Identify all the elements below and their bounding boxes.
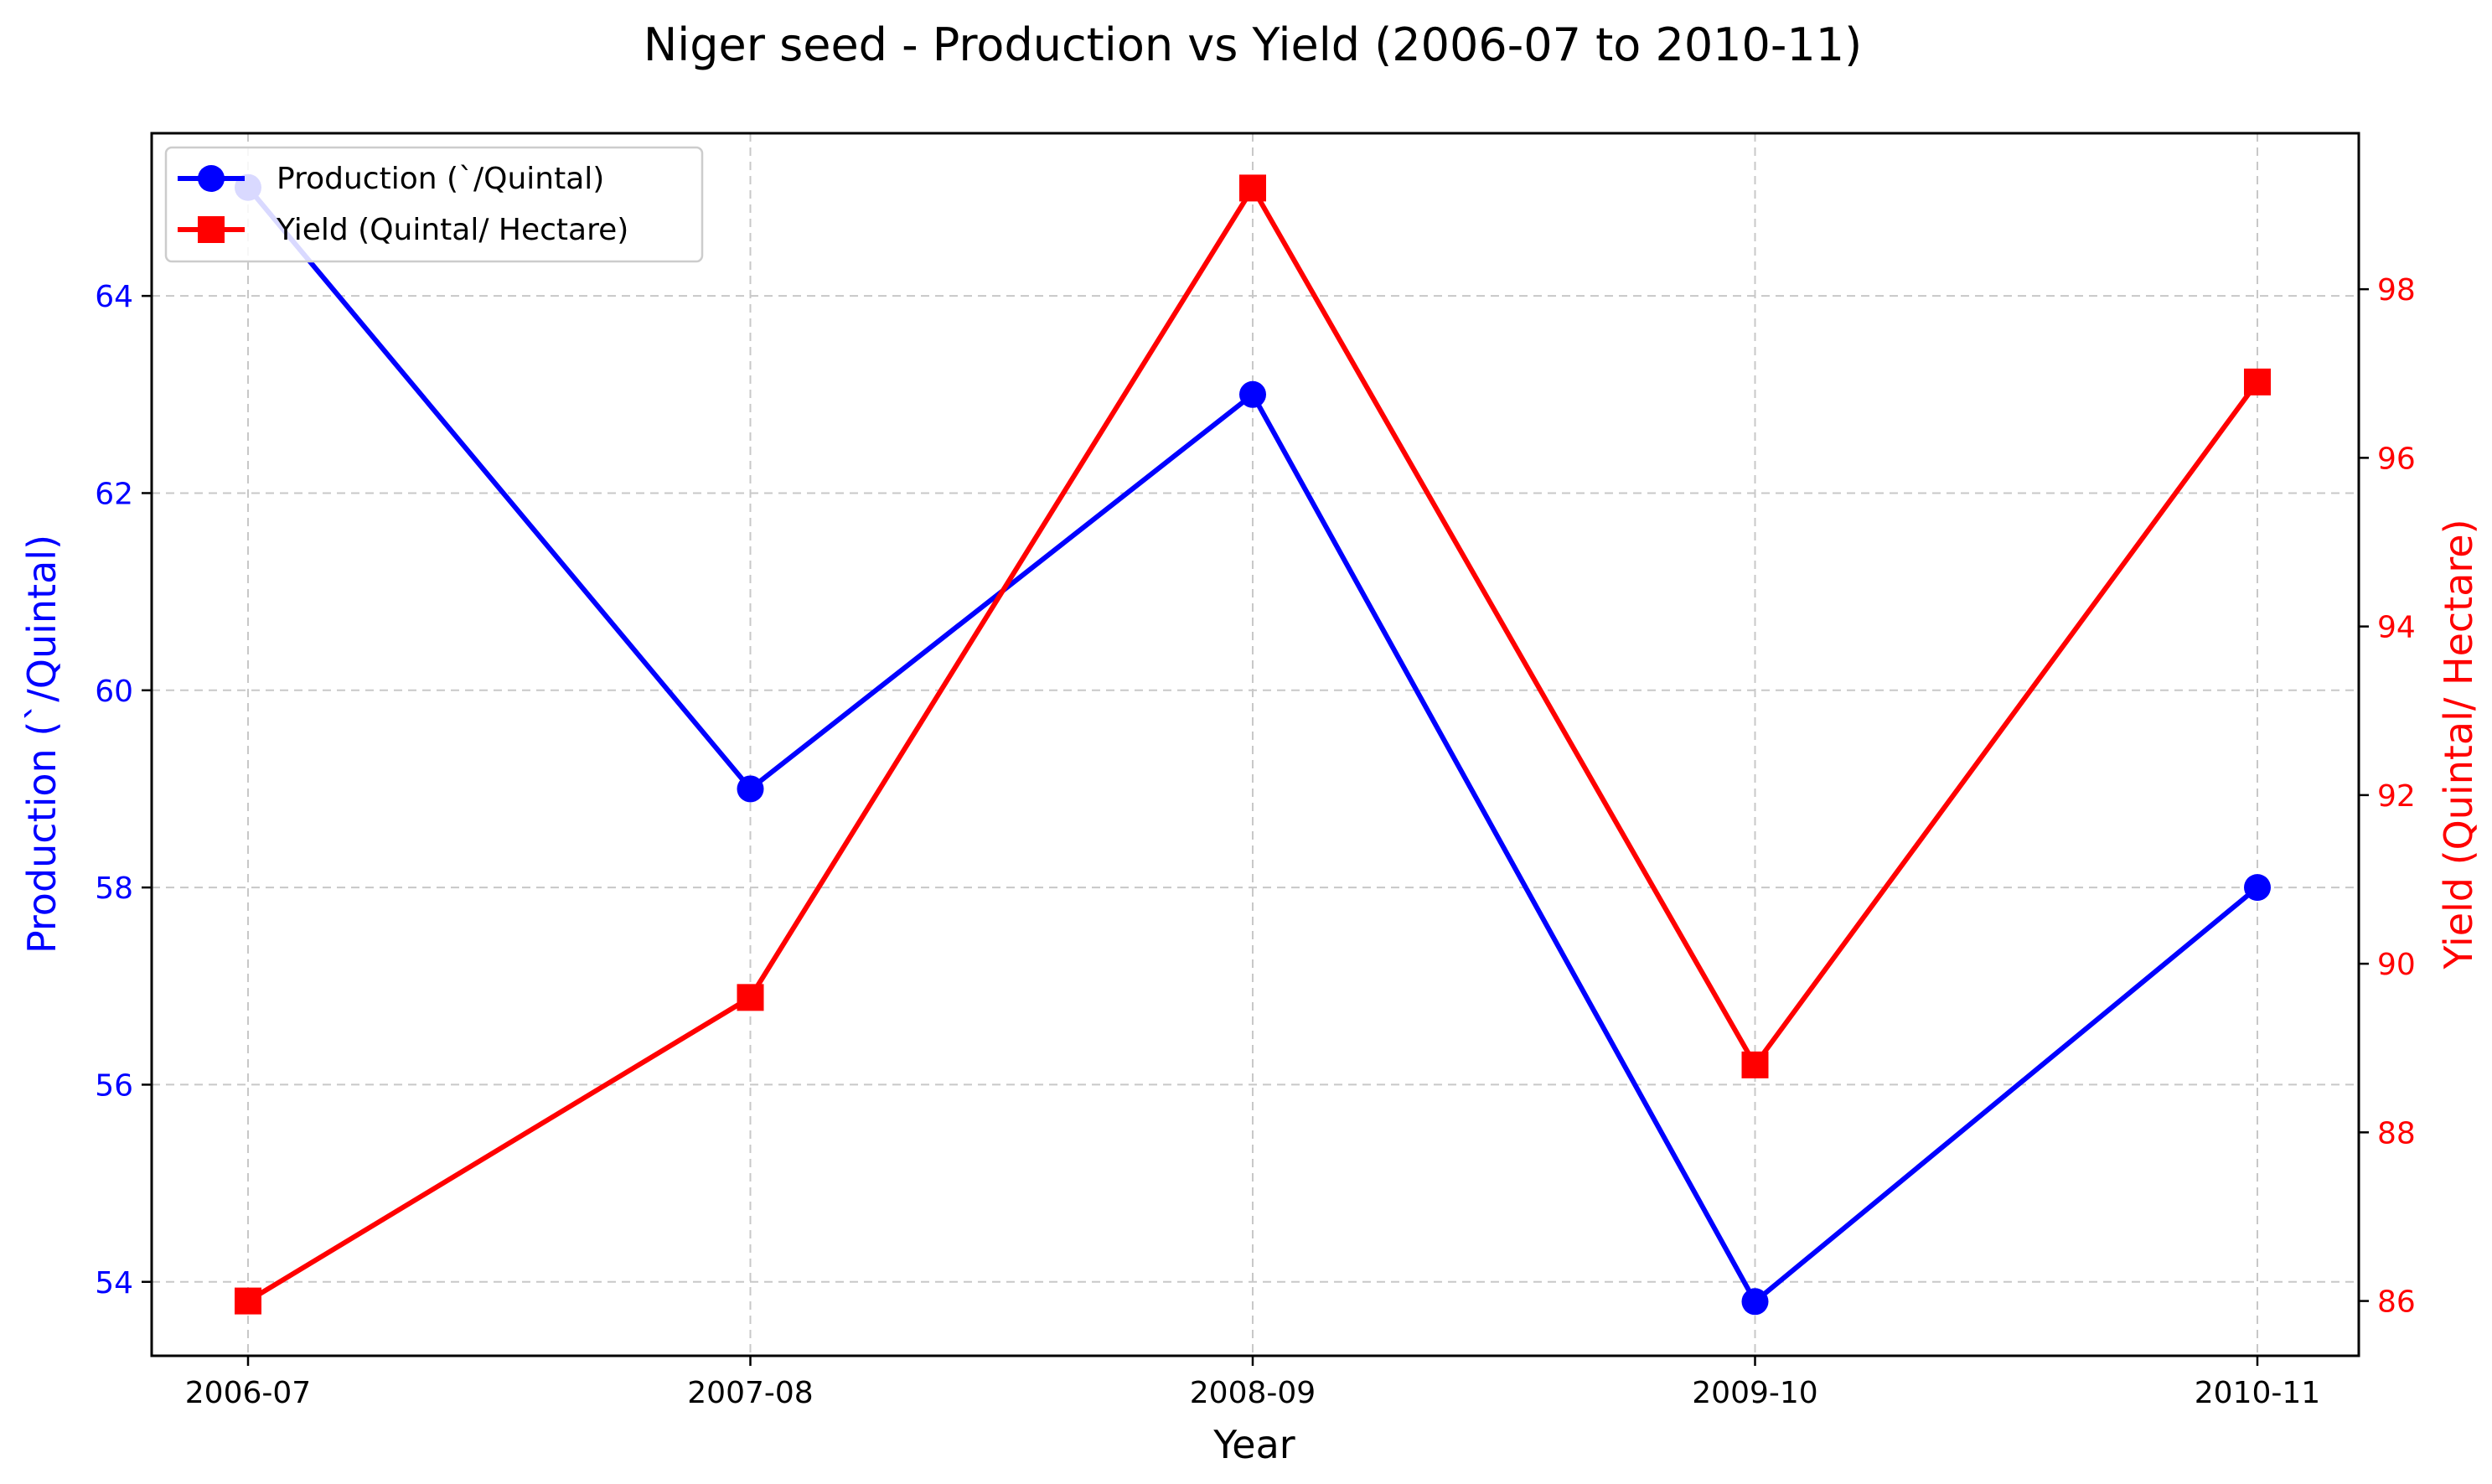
y-right-tick-label: 90 [2377,948,2416,982]
data-point [2244,368,2271,396]
data-point [2244,874,2271,902]
legend-item: Yield (Quintal/ Hectare) [178,213,628,247]
legend-item: Production (`/Quintal) [178,162,604,196]
legend-label: Production (`/Quintal) [277,162,604,196]
y-axis-right: 86 88 90 92 94 96 98 [2359,273,2416,1320]
y-left-tick-label: 60 [95,675,133,709]
x-tick-label: 2010-11 [2195,1376,2320,1410]
y-left-tick-label: 54 [95,1266,133,1300]
legend-box [164,146,704,263]
x-tick-label: 2009-10 [1692,1376,1817,1410]
x-axis-label: Year [1212,1422,1295,1467]
y-left-tick-label: 62 [95,477,133,511]
y-right-tick-label: 98 [2377,273,2416,308]
legend-label: Yield (Quintal/ Hectare) [276,213,628,247]
series-yield [235,174,2271,1315]
data-point [737,775,764,803]
y-left-tick-label: 58 [95,871,133,906]
data-point [1239,380,1266,408]
grid-layer [152,133,2359,1356]
chart-title: Niger seed - Production vs Yield (2006-0… [644,18,1862,71]
data-point [1741,1051,1769,1078]
y-right-tick-label: 94 [2377,611,2416,645]
legend-marker [198,165,225,192]
data-point [1741,1288,1769,1316]
y-left-tick-label: 56 [95,1068,133,1103]
y-axis-left: 54 56 58 60 62 64 [95,280,152,1300]
y-right-tick-label: 92 [2377,779,2416,814]
plot-frame [150,132,2360,1357]
y-right-tick-label: 88 [2377,1116,2416,1150]
data-point [235,1287,261,1315]
x-tick-label: 2008-09 [1190,1376,1316,1410]
y-left-tick-label: 64 [95,280,133,314]
legend: Production (`/Quintal) Yield (Quintal/ He… [164,146,704,263]
y-right-tick-label: 96 [2377,442,2416,476]
x-tick-label: 2007-08 [687,1376,813,1410]
y-axis-right-label: Yield (Quintal/ Hectare) [2436,519,2481,970]
series-production [235,173,2271,1316]
data-point [1239,174,1266,202]
series-layer [235,173,2271,1316]
data-point [737,984,764,1011]
y-right-tick-label: 86 [2377,1285,2416,1320]
x-tick-label: 2006-07 [185,1376,311,1410]
legend-marker [198,216,225,243]
y-axis-left-label: Production (`/Quintal) [19,535,65,954]
x-axis: 2006-07 2007-08 2008-09 2009-10 2010-11 [185,1356,2320,1410]
